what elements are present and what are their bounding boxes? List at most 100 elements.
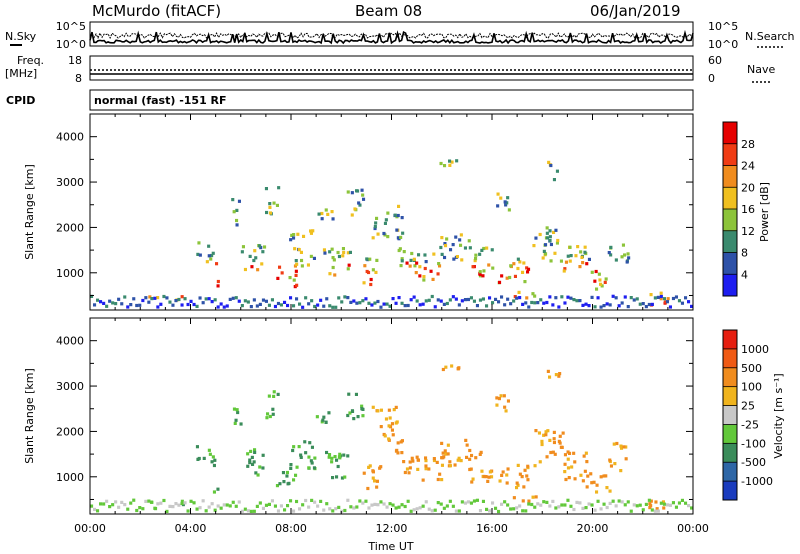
power-cell (132, 297, 136, 301)
velocity-cell (512, 496, 516, 500)
velocity-cell (367, 506, 371, 510)
power-cell (294, 259, 298, 263)
velocity-cell (316, 504, 320, 508)
power-cell (317, 212, 321, 216)
power-cell (267, 303, 271, 307)
power-cell (288, 276, 292, 280)
power-cell (551, 303, 555, 307)
velocity-cell (331, 476, 335, 480)
velocity-cell (352, 506, 356, 510)
power-cell (270, 298, 274, 302)
velocity-cell (526, 464, 530, 468)
colorbar-swatch (723, 367, 737, 387)
power-cell (361, 299, 365, 303)
velocity-cell (619, 469, 623, 473)
power-cell (478, 272, 482, 276)
power-cell (258, 244, 262, 248)
power-cell (527, 305, 531, 309)
velocity-cell (595, 483, 599, 487)
power-cell (517, 290, 521, 294)
power-cell (594, 269, 598, 274)
power-cell (150, 297, 154, 301)
velocity-cell (609, 464, 613, 468)
colorbar-swatch (723, 462, 737, 482)
velocity-cell (337, 505, 341, 509)
power-cell (371, 268, 375, 272)
velocity-cell (390, 422, 394, 426)
velocity-cell (406, 499, 410, 503)
power-cell (332, 258, 336, 262)
velocity-cell (647, 498, 651, 502)
velocity-cell (453, 463, 457, 467)
velocity-cell (213, 508, 217, 512)
velocity-cell (321, 418, 325, 422)
power-cell (241, 245, 245, 249)
power-colorbar-label: Power [dB] (758, 182, 771, 242)
velocity-cell (573, 460, 577, 464)
power-cell (309, 231, 313, 235)
velocity-cell (523, 468, 527, 472)
velocity-cell (622, 445, 626, 449)
date-title: 06/Jan/2019 (590, 2, 681, 20)
velocity-cell (521, 499, 525, 503)
velocity-cell (196, 457, 200, 461)
power-cell (371, 236, 375, 240)
power-cell (545, 300, 549, 305)
colorbar-tick-label: 12 (741, 225, 755, 238)
power-cell (437, 262, 441, 266)
power-cell (454, 235, 458, 239)
power-cell (397, 248, 401, 253)
power-cell (322, 304, 326, 308)
power-cell (235, 218, 239, 223)
power-cell (280, 271, 284, 275)
velocity-cell (287, 481, 291, 485)
freq-label-line1: Freq. (17, 54, 44, 67)
power-cell (504, 203, 508, 207)
power-cell (644, 305, 648, 309)
velocity-cell (613, 462, 617, 466)
velocity-cell (521, 509, 525, 513)
velocity-cell (497, 397, 501, 401)
power-cell (512, 262, 516, 266)
power-cell (665, 300, 669, 304)
power-cell (687, 300, 691, 304)
velocity-cell (383, 434, 387, 438)
power-cell (572, 298, 576, 302)
colorbar-swatch (723, 143, 737, 166)
velocity-cell (216, 504, 220, 508)
power-cell (180, 303, 184, 307)
power-cell (548, 229, 552, 233)
power-cell (432, 252, 436, 256)
power-cell (485, 304, 489, 308)
velocity-cell (531, 495, 535, 499)
power-cell (666, 297, 670, 301)
power-cell (503, 303, 507, 307)
cpid-label: CPID (6, 94, 35, 107)
velocity-cell (677, 501, 681, 505)
power-cell (650, 302, 654, 306)
power-cell (252, 258, 256, 263)
velocity-cell (624, 457, 628, 461)
power-cell (539, 298, 543, 302)
velocity-cell (619, 444, 623, 448)
velocity-cell (328, 507, 332, 511)
x-tick-label: 04:00 (175, 522, 207, 535)
power-cell (521, 302, 525, 306)
velocity-cell (442, 506, 446, 510)
power-cell (292, 304, 296, 308)
power-cell (620, 301, 624, 305)
velocity-cell (409, 509, 413, 513)
power-cell (240, 304, 244, 308)
power-cell (156, 296, 160, 300)
velocity-cell (248, 458, 252, 462)
velocity-cell (405, 467, 409, 471)
velocity-cell (527, 502, 531, 506)
power-cell (368, 257, 372, 261)
velocity-cell (490, 475, 494, 479)
y-tick-label: 1000 (56, 267, 84, 280)
velocity-cell (687, 504, 691, 508)
power-cell (228, 297, 232, 301)
power-cell (500, 295, 504, 299)
velocity-cell (575, 500, 579, 504)
power-cell (471, 265, 475, 269)
